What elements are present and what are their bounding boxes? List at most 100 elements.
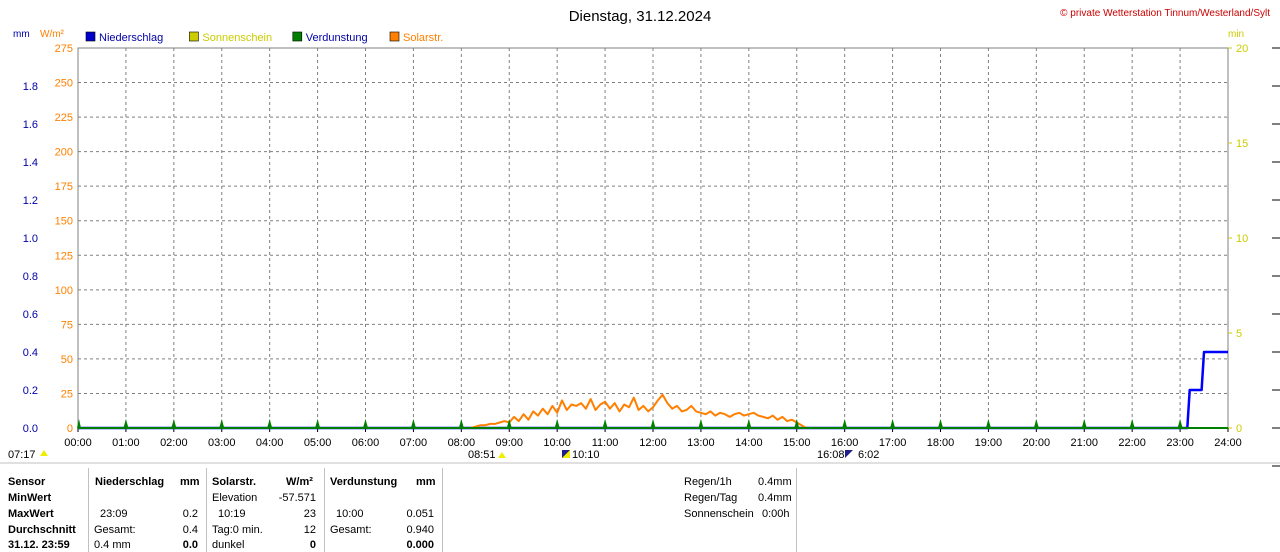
marker-sun-max: 10:10 xyxy=(572,449,600,461)
rain-total-label: Gesamt: xyxy=(94,524,136,536)
y-ticks-mm: 0.0 0.2 0.4 0.6 0.8 1.0 1.2 1.4 1.6 1.8 xyxy=(23,81,38,435)
evap-marker-9 xyxy=(554,419,560,428)
max-label: MaxWert xyxy=(8,508,54,520)
y-tick-mm-7: 1.4 xyxy=(23,157,38,169)
legend: Niederschlag Sonnenschein Verdunstung Solar… xyxy=(85,31,443,44)
evap-marker-7 xyxy=(458,419,464,428)
evap-max-time: 10:00 xyxy=(336,508,364,520)
y-tick-wm2-7: 175 xyxy=(55,181,73,193)
y-tick-min-4: 20 xyxy=(1236,43,1248,55)
marker-sunset: 16:08 xyxy=(817,449,845,461)
legend-swatch-3 xyxy=(389,31,400,42)
summary-label-0: Regen/1h xyxy=(684,476,732,488)
y-tick-wm2-6: 150 xyxy=(55,216,73,228)
rain-current-value: 0.0 xyxy=(182,539,198,551)
x-tick-label-1: 01:00 xyxy=(112,437,140,449)
marker-duration: 6:02 xyxy=(858,449,879,461)
legend-swatch-0 xyxy=(85,31,96,42)
rain-header: Niederschlag xyxy=(95,476,165,488)
evap-marker-20 xyxy=(1081,419,1087,428)
evaporation-markers xyxy=(77,419,1183,428)
solar-state: dunkel xyxy=(212,539,245,551)
y-tick-mm-1: 0.2 xyxy=(23,385,38,397)
chart-title: Dienstag, 31.12.2024 xyxy=(569,8,712,25)
solar-max-time: 10:19 xyxy=(218,508,246,520)
weather-chart: Dienstag, 31.12.2024 © private Wettersta… xyxy=(0,8,1280,467)
axis-label-mm: mm xyxy=(13,29,30,40)
evap-marker-3 xyxy=(267,419,273,428)
legend-swatch-1 xyxy=(189,31,199,42)
y-tick-wm2-11: 275 xyxy=(55,43,73,55)
right-edge-ticks xyxy=(1272,47,1280,467)
y-tick-mm-4: 0.8 xyxy=(23,271,38,283)
x-tick-label-8: 08:00 xyxy=(448,437,476,449)
x-tick-label-15: 15:00 xyxy=(783,437,811,449)
evap-marker-5 xyxy=(363,419,368,428)
y-tick-wm2-0: 0 xyxy=(67,423,73,435)
x-tick-label-9: 09:00 xyxy=(495,437,523,449)
y-tick-wm2-3: 75 xyxy=(61,319,73,331)
evap-marker-10 xyxy=(602,419,608,428)
evap-marker-13 xyxy=(746,419,752,428)
x-tick-label-13: 13:00 xyxy=(687,437,715,449)
y-tick-min-0: 0 xyxy=(1236,423,1242,435)
date-label: 31.12. 23:59 xyxy=(8,539,70,551)
copyright-text: © private Wetterstation Tinnum/Westerlan… xyxy=(1060,8,1270,19)
x-tick-label-17: 17:00 xyxy=(879,437,907,449)
y-tick-wm2-5: 125 xyxy=(55,250,73,262)
y-tick-wm2-8: 200 xyxy=(55,147,73,159)
x-tick-label-10: 10:00 xyxy=(543,437,571,449)
y-tick-wm2-1: 25 xyxy=(61,388,73,400)
marker-sunrise: 08:51 xyxy=(468,449,496,461)
summary-value-2: 0:00h xyxy=(762,508,790,520)
evap-current-value: 0.000 xyxy=(406,539,434,551)
y-tick-wm2-10: 250 xyxy=(55,78,73,90)
solar-elev-value: -57.571 xyxy=(278,492,316,504)
x-tick-label-24: 24:00 xyxy=(1214,437,1242,449)
sun-marker-icon xyxy=(40,450,48,456)
y-tick-mm-5: 1.0 xyxy=(23,233,38,245)
x-tick-label-21: 21:00 xyxy=(1070,437,1098,449)
series-solarstr-line xyxy=(470,393,807,429)
y-tick-min-3: 15 xyxy=(1236,138,1248,150)
solar-header: Solarstr. xyxy=(212,476,257,488)
min-label: MinWert xyxy=(8,492,52,504)
evap-marker-0 xyxy=(123,419,129,428)
evap-unit: mm xyxy=(416,476,436,488)
solar-elev-label: Elevation xyxy=(212,492,258,504)
x-tick-label-22: 22:00 xyxy=(1118,437,1146,449)
stats-panel: Sensor MinWert MaxWert Durchschnitt 31.1… xyxy=(0,468,1280,552)
solar-unit: W/m² xyxy=(286,476,313,488)
avg-label: Durchschnitt xyxy=(8,524,76,536)
x-tick-label-5: 05:00 xyxy=(304,437,332,449)
evap-marker-8 xyxy=(506,419,512,428)
evap-total-label: Gesamt: xyxy=(330,524,372,536)
evap-marker-start xyxy=(77,419,81,428)
x-tick-label-18: 18:00 xyxy=(927,437,955,449)
evap-header: Verdunstung xyxy=(330,476,398,488)
legend-label-2: Verdunstung xyxy=(306,32,368,44)
sunrise-icon xyxy=(498,452,506,458)
y-tick-mm-6: 1.2 xyxy=(23,195,38,207)
legend-label-1: Sonnenschein xyxy=(202,32,272,44)
evap-marker-6 xyxy=(410,419,416,428)
evap-marker-18 xyxy=(985,419,991,428)
y-ticks-min: 0 5 10 15 20 xyxy=(1228,43,1248,435)
x-tick-label-4: 04:00 xyxy=(256,437,284,449)
evap-marker-21 xyxy=(1129,419,1135,428)
summary-value-1: 0.4mm xyxy=(758,492,792,504)
x-tick-label-20: 20:00 xyxy=(1023,437,1051,449)
rain-unit: mm xyxy=(180,476,200,488)
y-tick-wm2-9: 225 xyxy=(55,112,73,124)
x-tick-label-3: 03:00 xyxy=(208,437,236,449)
evap-max-value: 0.051 xyxy=(406,508,434,520)
x-tick-label-19: 19:00 xyxy=(975,437,1003,449)
x-ticks: 00:00 01:00 02:00 03:00 04:00 05:00 06:00 07:00… xyxy=(64,428,1242,449)
legend-label-0: Niederschlag xyxy=(99,32,163,44)
y-tick-mm-2: 0.4 xyxy=(23,347,38,359)
evap-total-value: 0.940 xyxy=(406,524,434,536)
evap-marker-19 xyxy=(1033,419,1039,428)
legend-swatch-2 xyxy=(292,31,303,42)
rain-max-value: 0.2 xyxy=(182,508,198,520)
evap-marker-17 xyxy=(938,419,943,428)
